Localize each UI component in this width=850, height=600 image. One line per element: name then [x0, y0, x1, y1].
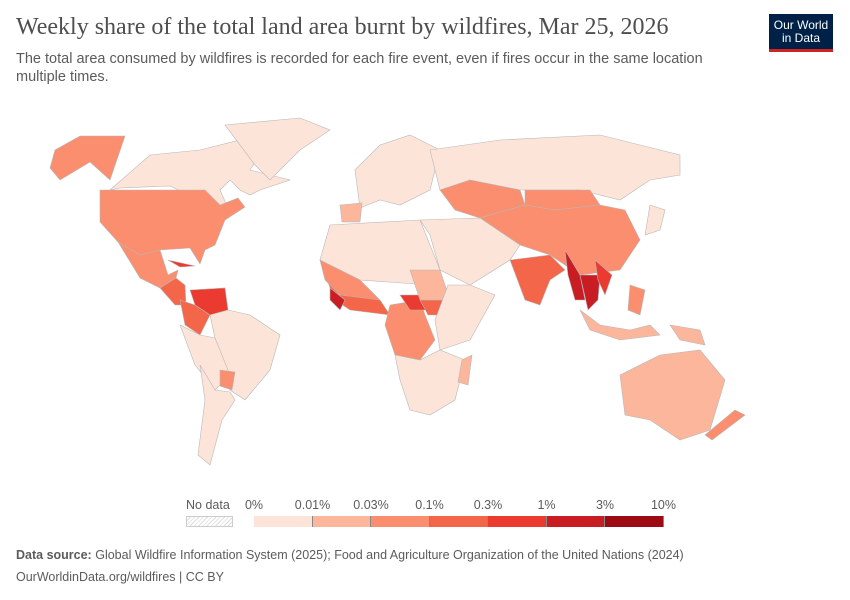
legend-bin-6[interactable] — [605, 516, 664, 527]
owid-logo[interactable]: Our World in Data — [769, 14, 833, 52]
region-laos-cambodia[interactable] — [594, 259, 613, 296]
legend-bin-4[interactable] — [488, 516, 547, 527]
region-philippines[interactable] — [627, 284, 646, 316]
region-australia[interactable] — [619, 349, 726, 441]
legend-tick-label: 0.1% — [415, 498, 444, 512]
region-madagascar[interactable] — [457, 354, 473, 386]
region-sierra-leone-liberia[interactable] — [329, 287, 346, 311]
legend-tick-label: 0.01% — [294, 498, 331, 512]
legend-tick-label: 10% — [650, 498, 677, 512]
region-india[interactable] — [509, 254, 566, 306]
region-southern-africa[interactable] — [394, 349, 466, 416]
region-central-america[interactable] — [159, 277, 187, 306]
region-japan[interactable] — [644, 204, 666, 236]
legend-no-data-label: No data — [186, 498, 230, 512]
legend-tick-label: 3% — [595, 498, 615, 512]
world-map — [49, 117, 746, 466]
legend-bin-1[interactable] — [312, 516, 371, 527]
region-sahel[interactable] — [319, 259, 381, 301]
legend-bin-2[interactable] — [371, 516, 430, 527]
legend-tick-label: 0% — [244, 498, 264, 512]
region-paraguay[interactable] — [219, 369, 236, 391]
url-license[interactable]: OurWorldinData.org/wildfires | CC BY — [16, 570, 224, 584]
legend-bin-5[interactable] — [546, 516, 605, 527]
region-thailand[interactable] — [579, 274, 601, 311]
region-china[interactable] — [479, 204, 641, 276]
source-text: Global Wildfire Information System (2025… — [95, 548, 684, 562]
region-new-zealand[interactable] — [704, 409, 746, 441]
legend-tick-label: 0.03% — [353, 498, 389, 512]
source-label: Data source: — [16, 548, 92, 562]
region-spain[interactable] — [339, 202, 363, 223]
region-colombia[interactable] — [179, 299, 211, 336]
legend-bin-3[interactable] — [429, 516, 488, 527]
region-mexico[interactable] — [117, 241, 179, 289]
region-argentina-chile[interactable] — [197, 364, 236, 466]
chart-subtitle: The total area consumed by wildfires is … — [16, 51, 703, 85]
region-east-africa[interactable] — [434, 284, 496, 351]
region-europe[interactable] — [354, 134, 441, 209]
region-cuba[interactable] — [167, 259, 196, 268]
region-greenland[interactable] — [224, 117, 331, 181]
legend-tick-label: 1% — [537, 498, 556, 512]
legend-tick-label: 0.3% — [473, 498, 503, 512]
region-alaska-usa-[interactable] — [49, 135, 126, 181]
chart-title: Weekly share of the total land area burn… — [16, 14, 669, 40]
legend-no-data-swatch — [186, 516, 233, 527]
region-middle-east[interactable] — [419, 217, 521, 286]
region-myanmar[interactable] — [564, 249, 586, 301]
data-source: Data source: Global Wildfire Information… — [16, 548, 684, 562]
region-indonesia[interactable] — [579, 309, 661, 341]
legend-bin-0[interactable] — [254, 516, 313, 527]
region-papua-new-guinea[interactable] — [669, 324, 706, 346]
